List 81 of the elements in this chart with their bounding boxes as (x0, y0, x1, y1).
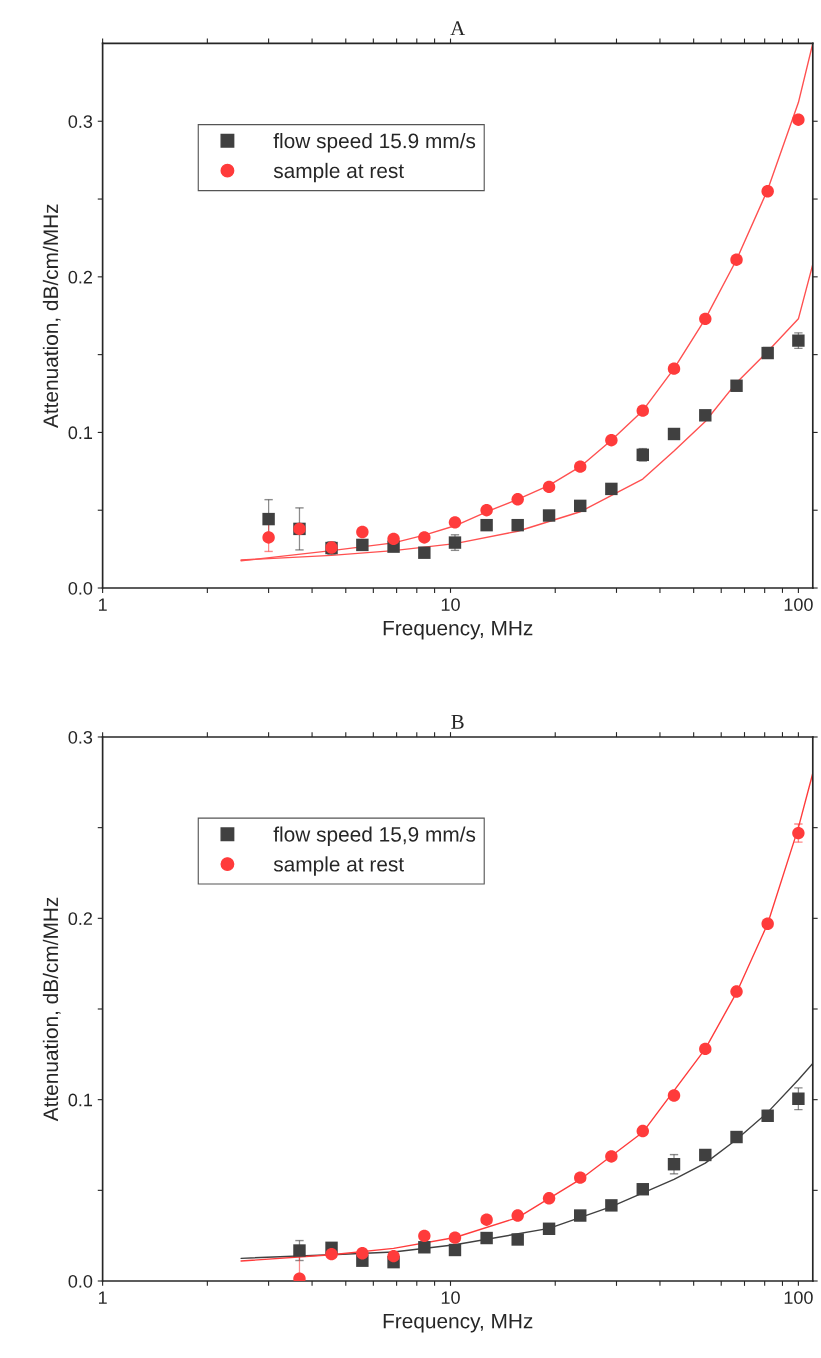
y-axis-title: Attenuation, dB/cm/MHz (42, 204, 61, 428)
y-tick-label: 0.2 (68, 912, 92, 926)
point (356, 538, 369, 552)
point (667, 427, 681, 441)
point (574, 1171, 587, 1184)
x-tick-label: 10 (441, 1291, 460, 1304)
point (542, 509, 556, 522)
point (761, 346, 774, 360)
point (574, 460, 587, 473)
point (574, 499, 587, 513)
point (761, 185, 774, 198)
point (356, 525, 369, 539)
y-tick-label: 0.0 (68, 1274, 93, 1288)
point (667, 1089, 681, 1102)
point (730, 985, 743, 998)
point (699, 312, 712, 326)
point (792, 1092, 805, 1105)
point (574, 1209, 587, 1222)
point (636, 1183, 649, 1196)
point (387, 1249, 400, 1263)
y-tick-label: 0.1 (68, 426, 93, 440)
point (262, 512, 275, 526)
point (448, 516, 462, 529)
point (262, 531, 275, 544)
point (480, 1213, 493, 1226)
point (730, 379, 743, 392)
point (418, 531, 431, 544)
y-axis-title: Attenuation, dB/cm/MHz (42, 897, 61, 1122)
point (511, 1233, 524, 1246)
legend-label: sample at rest (273, 162, 404, 183)
point (480, 504, 493, 517)
point (418, 546, 431, 559)
legend-label: flow speed 15,9 mm/s (273, 826, 476, 846)
point (356, 1247, 369, 1260)
point (293, 1244, 306, 1257)
x-axis-title: Frequency, MHz (383, 620, 533, 640)
point (448, 1243, 462, 1257)
x-tick-label: 100 (784, 598, 813, 611)
point (387, 532, 400, 546)
point (480, 518, 493, 532)
point (761, 917, 774, 930)
point (542, 1192, 556, 1205)
legend-label: flow speed 15.9 mm/s (273, 133, 476, 153)
x-axis-title: Frequency, MHz (383, 1313, 533, 1333)
point (480, 1231, 493, 1245)
point (542, 480, 556, 494)
point (636, 1124, 649, 1138)
point (511, 493, 524, 506)
legend-label: sample at rest (273, 856, 404, 876)
x-tick-label: 1 (98, 598, 107, 611)
point (792, 113, 805, 126)
point (448, 1231, 462, 1244)
x-tick-label: 1 (98, 1291, 107, 1304)
chart-title: A (450, 21, 466, 36)
y-tick-label: 0.1 (68, 1093, 93, 1107)
point (605, 1150, 618, 1163)
point (418, 1229, 431, 1243)
point (730, 1130, 743, 1144)
point (699, 1148, 712, 1162)
point (325, 1247, 338, 1261)
point (542, 1222, 556, 1235)
point (605, 433, 618, 447)
point (511, 518, 524, 532)
x-tick-label: 100 (784, 1291, 813, 1304)
point (418, 1241, 431, 1254)
point (730, 253, 743, 266)
chart-title: B (451, 715, 464, 729)
point (699, 1042, 712, 1056)
point (667, 1158, 681, 1171)
y-tick-label: 0.3 (68, 115, 93, 128)
point (636, 404, 649, 417)
x-tick-label: 10 (441, 598, 460, 611)
point (605, 1199, 618, 1212)
point (667, 362, 681, 375)
point (761, 1109, 774, 1123)
y-tick-label: 0.2 (68, 270, 92, 284)
point (699, 409, 712, 422)
point (605, 482, 618, 496)
y-tick-label: 0.3 (68, 730, 93, 744)
point (511, 1209, 524, 1222)
y-tick-label: 0.0 (68, 581, 93, 595)
